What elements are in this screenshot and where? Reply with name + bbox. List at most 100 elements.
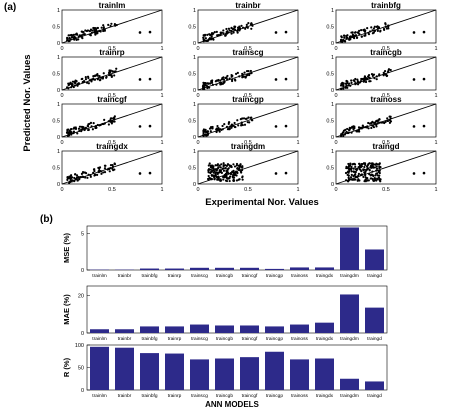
data-point bbox=[80, 125, 83, 128]
data-point bbox=[71, 36, 75, 39]
data-point bbox=[225, 125, 229, 128]
data-point bbox=[71, 176, 74, 179]
x-tick-label: 0.5 bbox=[108, 187, 116, 193]
bar-chart: MSE (%) 0 5 trainlm trainbr trainbfg trainrp tr… bbox=[62, 225, 388, 279]
reference-line bbox=[197, 9, 299, 44]
data-point bbox=[215, 30, 218, 34]
data-point bbox=[93, 78, 97, 81]
data-point bbox=[212, 38, 215, 41]
data-point bbox=[249, 69, 252, 73]
data-point bbox=[240, 24, 243, 27]
data-point bbox=[230, 75, 233, 78]
data-point bbox=[93, 168, 96, 171]
data-point bbox=[363, 77, 367, 80]
data-point bbox=[214, 172, 217, 176]
data-point bbox=[244, 75, 247, 78]
data-point bbox=[66, 178, 69, 181]
data-point bbox=[233, 28, 237, 31]
data-point bbox=[378, 166, 381, 170]
data-point bbox=[235, 162, 239, 166]
data-point bbox=[241, 72, 244, 76]
x-tick-label: 1 bbox=[160, 46, 163, 52]
x-tick-label: 0 bbox=[334, 93, 337, 99]
subplot-title: trainscg bbox=[232, 48, 263, 57]
data-point bbox=[235, 164, 239, 167]
data-point bbox=[216, 178, 219, 181]
data-point bbox=[84, 172, 88, 175]
data-point bbox=[352, 79, 355, 82]
data-point bbox=[86, 176, 89, 179]
data-point bbox=[349, 126, 352, 130]
category-label: trainrp bbox=[168, 273, 182, 279]
data-point bbox=[81, 175, 84, 178]
category-label: trainscg bbox=[191, 393, 208, 399]
data-point bbox=[222, 169, 226, 172]
data-point bbox=[352, 167, 355, 170]
data-point bbox=[93, 74, 97, 78]
data-point bbox=[217, 175, 220, 178]
data-point bbox=[206, 177, 210, 181]
data-point bbox=[219, 83, 222, 86]
x-tick-label: 0 bbox=[196, 46, 199, 52]
y-tick-label: 0 bbox=[193, 41, 196, 47]
y-tick-label: 0 bbox=[331, 182, 334, 188]
bar-ylabel: R (%) bbox=[62, 357, 71, 377]
data-point bbox=[93, 169, 96, 173]
y-tick-label: 1 bbox=[331, 8, 334, 14]
data-point bbox=[358, 81, 361, 84]
category-label: traingd bbox=[367, 273, 382, 279]
data-point bbox=[353, 31, 357, 34]
data-point bbox=[284, 30, 288, 34]
data-point bbox=[238, 28, 241, 31]
bar-ylabel: MAE (%) bbox=[62, 294, 71, 325]
category-label: trainlm bbox=[92, 273, 106, 279]
data-point bbox=[357, 128, 360, 131]
data-point bbox=[216, 34, 219, 37]
data-point bbox=[366, 166, 369, 170]
data-point bbox=[231, 124, 235, 127]
data-point bbox=[384, 120, 387, 123]
data-point bbox=[229, 173, 233, 176]
data-point bbox=[378, 162, 381, 165]
category-label: traincgp bbox=[266, 273, 283, 279]
data-point bbox=[69, 178, 72, 181]
data-point bbox=[368, 169, 371, 172]
data-point bbox=[220, 171, 223, 174]
data-point bbox=[87, 82, 90, 85]
reference-line bbox=[61, 9, 163, 44]
data-point bbox=[422, 171, 426, 175]
data-point bbox=[355, 130, 358, 133]
data-point bbox=[84, 77, 88, 81]
data-point bbox=[228, 175, 232, 178]
data-point bbox=[93, 174, 96, 177]
panel-label-b: (b) bbox=[40, 214, 53, 225]
data-point bbox=[241, 178, 244, 181]
data-point bbox=[224, 164, 227, 167]
data-point bbox=[222, 178, 225, 181]
data-point bbox=[82, 31, 85, 34]
data-point bbox=[148, 124, 152, 128]
data-point bbox=[369, 165, 372, 169]
data-point bbox=[202, 40, 205, 43]
data-point bbox=[231, 176, 234, 179]
data-point bbox=[110, 117, 113, 120]
data-point bbox=[85, 81, 89, 84]
data-point bbox=[222, 32, 225, 35]
data-point bbox=[84, 76, 87, 79]
data-point bbox=[347, 170, 351, 173]
data-point bbox=[204, 39, 207, 42]
data-point bbox=[230, 26, 233, 29]
data-point bbox=[250, 116, 253, 119]
data-point bbox=[372, 163, 376, 166]
data-point bbox=[80, 34, 83, 37]
bar bbox=[115, 329, 134, 333]
y-tick-label: 0.5 bbox=[326, 119, 334, 125]
data-point bbox=[348, 129, 351, 132]
data-point bbox=[357, 172, 361, 175]
data-point bbox=[412, 172, 416, 175]
data-point bbox=[378, 118, 381, 121]
bar bbox=[240, 357, 259, 390]
data-point bbox=[219, 31, 222, 34]
category-label: traingd bbox=[367, 336, 382, 342]
bar-y-tick-label: 0 bbox=[81, 268, 84, 274]
